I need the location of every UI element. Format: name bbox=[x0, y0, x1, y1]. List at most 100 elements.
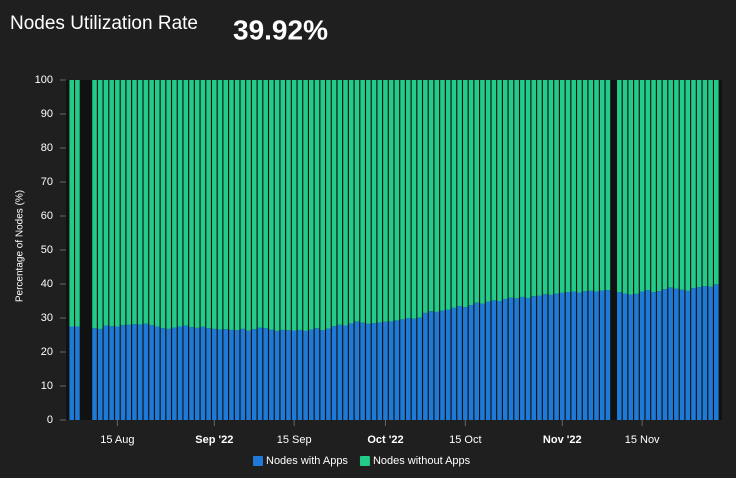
bar-segment bbox=[189, 80, 194, 328]
legend-swatch bbox=[253, 456, 263, 466]
bar-segment bbox=[120, 80, 126, 326]
bar-segment bbox=[440, 310, 445, 420]
bar-segment bbox=[520, 80, 525, 297]
bar-segment bbox=[223, 80, 229, 330]
bar-segment bbox=[326, 80, 331, 329]
bar-segment bbox=[297, 80, 303, 330]
bar-segment bbox=[577, 80, 582, 293]
bar-segment bbox=[115, 326, 120, 420]
bar-segment bbox=[172, 327, 177, 420]
bar-segment bbox=[160, 80, 166, 329]
bar-segment bbox=[714, 284, 719, 420]
bar-segment bbox=[75, 80, 80, 327]
bar-segment bbox=[212, 80, 217, 329]
bar-segment bbox=[622, 80, 628, 294]
y-tick-label: 70 bbox=[41, 176, 53, 188]
bar-segment bbox=[343, 325, 348, 420]
bar-segment bbox=[599, 290, 605, 420]
bar-segment bbox=[656, 291, 662, 420]
bar-segment bbox=[326, 328, 331, 420]
bar-segment bbox=[366, 323, 371, 420]
legend-swatch bbox=[359, 456, 370, 466]
bar-segment bbox=[137, 80, 143, 325]
x-tick-label: Sep '22 bbox=[195, 434, 233, 446]
bar-segment bbox=[668, 287, 673, 420]
bar-segment bbox=[674, 288, 679, 420]
bar-segment bbox=[662, 289, 668, 420]
bar-segment bbox=[457, 306, 462, 420]
bar-segment bbox=[371, 80, 377, 324]
x-tick-label: Nov '22 bbox=[543, 434, 582, 446]
bar-segment bbox=[109, 80, 114, 327]
bar-segment bbox=[594, 80, 599, 292]
bar-segment bbox=[622, 293, 628, 420]
y-tick-label: 90 bbox=[41, 108, 53, 120]
bar-segment bbox=[69, 326, 74, 420]
bar-segment bbox=[571, 80, 576, 292]
bar-segment bbox=[348, 323, 354, 420]
bar-segment bbox=[468, 80, 474, 306]
bar-segment bbox=[548, 294, 554, 420]
bar-segment bbox=[565, 80, 571, 293]
bar-segment bbox=[92, 80, 97, 329]
y-tick-label: 60 bbox=[41, 210, 53, 222]
bar-segment bbox=[154, 80, 160, 327]
bar-segment bbox=[542, 80, 548, 295]
bar-segment bbox=[400, 319, 405, 420]
bar-segment bbox=[445, 309, 451, 420]
bar-segment bbox=[674, 80, 679, 289]
y-tick-label: 40 bbox=[41, 278, 53, 290]
bar-segment bbox=[246, 330, 251, 420]
bar-segment bbox=[491, 300, 497, 420]
bar-segment bbox=[194, 327, 200, 420]
bar-segment bbox=[520, 296, 525, 420]
bar-segment bbox=[132, 324, 137, 420]
bar-segment bbox=[337, 324, 343, 420]
legend-label: Nodes with Apps bbox=[266, 455, 348, 467]
bar-segment bbox=[537, 80, 542, 296]
bar-segment bbox=[132, 80, 137, 325]
bar-segment bbox=[702, 286, 708, 420]
bar-segment bbox=[400, 80, 405, 320]
bar-segment bbox=[200, 80, 206, 327]
bar-segment bbox=[269, 329, 274, 420]
bar-segment bbox=[708, 286, 713, 420]
bar-segment bbox=[514, 80, 519, 299]
bar-segment bbox=[405, 80, 411, 318]
bar-segment bbox=[177, 326, 183, 420]
bar-segment bbox=[497, 301, 502, 420]
bar-segment bbox=[331, 80, 337, 327]
bar-segment bbox=[480, 80, 485, 304]
bar-segment bbox=[423, 80, 428, 313]
y-tick-label: 0 bbox=[47, 414, 53, 426]
bar-segment bbox=[451, 307, 457, 420]
bar-segment bbox=[120, 325, 126, 420]
bar-segment bbox=[554, 293, 559, 420]
bar-segment bbox=[137, 324, 143, 420]
bar-segment bbox=[434, 80, 440, 312]
bar-segment bbox=[371, 323, 377, 420]
bar-segment bbox=[383, 80, 388, 322]
bar-segment bbox=[605, 80, 611, 291]
bar-segment bbox=[257, 80, 263, 328]
bar-segment bbox=[263, 328, 268, 420]
bar-segment bbox=[320, 80, 325, 331]
bar-segment bbox=[234, 330, 240, 420]
bar-segment bbox=[149, 325, 154, 420]
bar-segment bbox=[485, 80, 491, 302]
bar-segment bbox=[559, 292, 565, 420]
bar-segment bbox=[451, 80, 457, 308]
bar-segment bbox=[508, 297, 514, 420]
bar-segment bbox=[240, 80, 246, 329]
bar-segment bbox=[331, 326, 337, 420]
bar-segment bbox=[571, 291, 576, 420]
bar-segment bbox=[463, 307, 468, 420]
chart-title: Nodes Utilization Rate bbox=[10, 13, 198, 34]
bar-segment bbox=[177, 80, 183, 327]
bar-segment bbox=[440, 80, 445, 311]
bar-segment bbox=[206, 328, 211, 420]
bar-segment bbox=[605, 290, 611, 420]
bar-segment bbox=[337, 80, 343, 325]
bar-segment bbox=[103, 325, 109, 420]
bar-segment bbox=[411, 80, 417, 319]
